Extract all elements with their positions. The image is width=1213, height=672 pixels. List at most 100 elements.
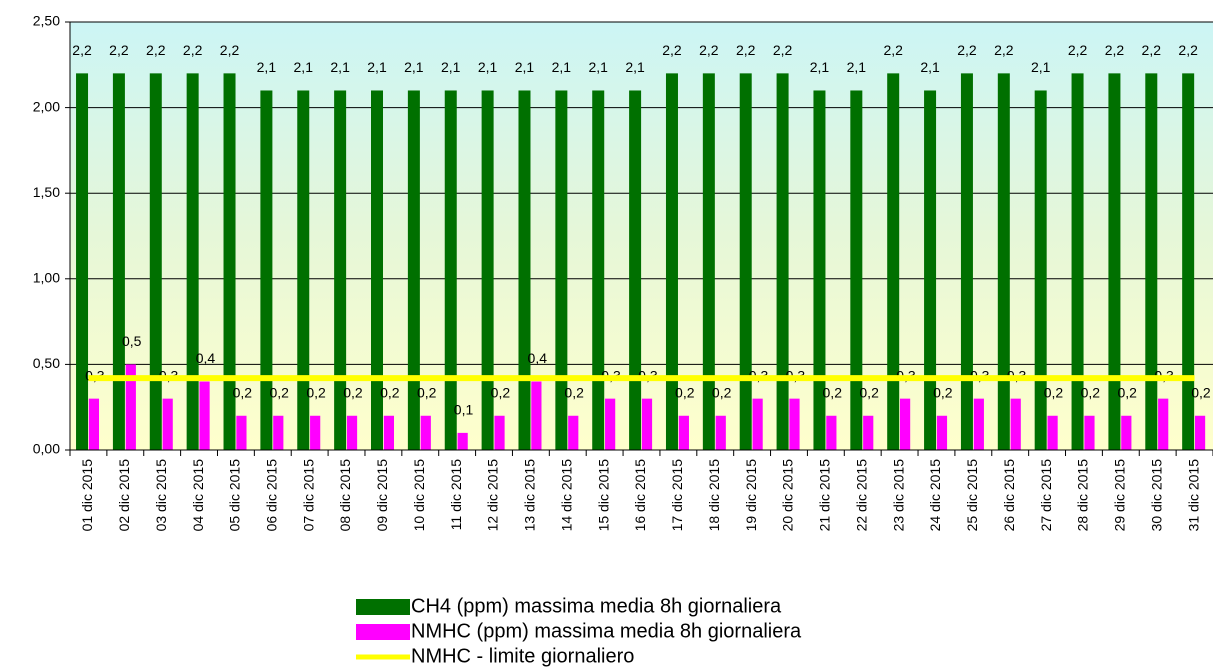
bar — [936, 415, 948, 450]
legend-label: CH4 (ppm) massima media 8h giornaliera — [411, 595, 782, 617]
bar — [1047, 415, 1058, 450]
bar — [420, 415, 431, 450]
bar — [960, 73, 973, 451]
y-tick-label: 2,00 — [33, 98, 60, 114]
data-label: 0,2 — [1044, 384, 1064, 400]
x-tick-label: 01 dic 2015 — [79, 459, 95, 532]
bar — [1108, 73, 1121, 451]
bar — [162, 398, 173, 450]
x-tick-label: 16 dic 2015 — [632, 459, 648, 532]
bar — [310, 415, 321, 450]
bar — [702, 73, 715, 451]
x-tick-label: 21 dic 2015 — [817, 459, 833, 532]
bar — [125, 364, 136, 450]
bar — [1071, 73, 1084, 451]
data-label: 2,1 — [920, 59, 940, 75]
bar — [1121, 415, 1132, 450]
bar — [826, 415, 837, 450]
y-tick-label: 2,50 — [33, 13, 60, 29]
bar — [223, 73, 236, 451]
data-label: 2,2 — [736, 42, 756, 58]
bar — [531, 381, 542, 450]
data-label: 2,1 — [847, 59, 867, 75]
bar — [1182, 73, 1195, 451]
x-tick-label: 06 dic 2015 — [263, 459, 279, 532]
bar — [678, 415, 689, 450]
bar — [457, 432, 468, 450]
bar — [112, 73, 125, 451]
bar — [407, 90, 420, 450]
x-tick-label: 31 dic 2015 — [1185, 459, 1201, 532]
bar — [641, 398, 653, 450]
data-label: 2,1 — [330, 59, 350, 75]
data-label: 2,1 — [552, 59, 572, 75]
bar — [273, 415, 284, 450]
data-label: 2,1 — [515, 59, 535, 75]
bar — [1145, 73, 1158, 451]
bar — [481, 90, 494, 450]
data-label: 0,2 — [675, 384, 695, 400]
data-label: 0,5 — [122, 333, 142, 349]
data-label: 0,2 — [1191, 384, 1211, 400]
x-tick-label: 26 dic 2015 — [1001, 459, 1017, 532]
x-tick-label: 20 dic 2015 — [780, 459, 796, 532]
data-label: 2,2 — [72, 42, 92, 58]
bar — [1034, 90, 1047, 450]
data-label: 0,2 — [1117, 384, 1137, 400]
x-tick-label: 22 dic 2015 — [853, 459, 869, 532]
bar — [899, 398, 911, 450]
x-tick-label: 05 dic 2015 — [227, 459, 243, 532]
data-label: 2,1 — [404, 59, 424, 75]
data-label: 0,2 — [269, 384, 289, 400]
x-tick-label: 13 dic 2015 — [522, 459, 538, 532]
x-tick-label: 03 dic 2015 — [153, 459, 169, 532]
bar — [752, 398, 763, 450]
data-label: 0,2 — [380, 384, 400, 400]
bar — [715, 415, 726, 450]
data-label: 0,2 — [859, 384, 879, 400]
data-label: 2,2 — [109, 42, 129, 58]
x-tick-label: 02 dic 2015 — [116, 459, 132, 532]
bar — [199, 381, 210, 450]
y-tick-label: 1,00 — [33, 270, 60, 286]
data-label: 2,1 — [294, 59, 314, 75]
bar — [973, 398, 984, 450]
data-label: 0,2 — [233, 384, 253, 400]
data-label: 2,2 — [773, 42, 793, 58]
data-label: 0,2 — [933, 384, 953, 400]
legend-swatch — [356, 599, 410, 615]
data-label: 2,1 — [625, 59, 645, 75]
legend-label: NMHC - limite giornaliero — [411, 645, 634, 667]
x-tick-label: 14 dic 2015 — [558, 459, 574, 532]
x-tick-label: 15 dic 2015 — [595, 459, 611, 532]
bar — [236, 415, 247, 450]
bar — [665, 73, 678, 451]
bar — [297, 90, 310, 450]
x-tick-label: 07 dic 2015 — [300, 459, 316, 532]
bar — [863, 415, 874, 450]
bar — [605, 398, 616, 450]
data-label: 0,2 — [343, 384, 363, 400]
bar — [850, 90, 863, 450]
data-label: 2,1 — [588, 59, 608, 75]
x-tick-label: 29 dic 2015 — [1112, 459, 1128, 532]
y-tick-label: 1,50 — [33, 184, 60, 200]
y-tick-label: 0,00 — [33, 441, 60, 457]
data-label: 2,2 — [699, 42, 719, 58]
bar — [444, 90, 457, 450]
y-tick-label: 0,50 — [33, 355, 60, 371]
x-tick-label: 19 dic 2015 — [743, 459, 759, 532]
data-label: 2,2 — [220, 42, 240, 58]
bar — [568, 415, 579, 450]
data-label: 2,2 — [146, 42, 166, 58]
data-label: 2,2 — [994, 42, 1014, 58]
x-tick-label: 27 dic 2015 — [1038, 459, 1054, 532]
bar — [518, 90, 531, 450]
bar — [76, 73, 89, 451]
data-label: 0,2 — [712, 384, 732, 400]
data-label: 0,2 — [417, 384, 437, 400]
bar — [1010, 398, 1021, 450]
data-label: 2,2 — [1178, 42, 1198, 58]
x-tick-label: 10 dic 2015 — [411, 459, 427, 532]
